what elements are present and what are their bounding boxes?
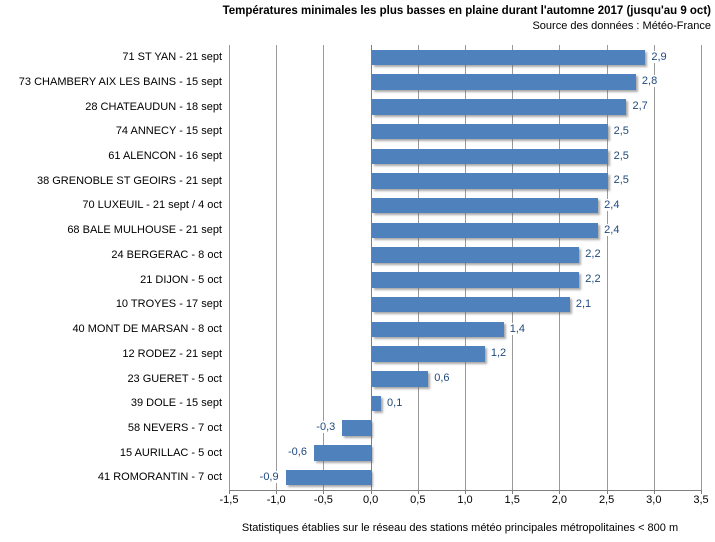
gridline xyxy=(229,45,230,490)
x-tick-label: -0,5 xyxy=(313,494,333,506)
bar xyxy=(371,173,608,189)
category-label: 40 MONT DE MARSAN - 8 oct xyxy=(72,323,222,336)
value-label: 2,2 xyxy=(584,248,602,261)
value-label: 2,2 xyxy=(584,273,602,286)
value-label: 2,4 xyxy=(603,223,621,236)
chart-title: Températures minimales les plus basses e… xyxy=(222,5,711,17)
axis-tick-mark xyxy=(465,490,466,494)
bar xyxy=(371,247,580,263)
category-label: 10 TROYES - 17 sept xyxy=(115,298,222,311)
x-tick-label: 2,0 xyxy=(551,494,568,506)
bar xyxy=(371,222,599,239)
bar xyxy=(371,123,608,140)
chart-source-subtitle: Source des données : Météo-France xyxy=(532,20,711,32)
gridline xyxy=(512,45,514,490)
value-label: 0,1 xyxy=(386,396,404,409)
value-label: 2,7 xyxy=(631,100,649,113)
category-label: 58 NEVERS - 7 oct xyxy=(127,421,222,434)
category-label: 73 CHAMBERY AIX LES BAINS - 15 sept xyxy=(18,75,222,88)
gridline xyxy=(417,45,419,490)
gridline xyxy=(606,45,608,490)
value-label: 1,2 xyxy=(489,347,508,360)
gridline xyxy=(276,45,278,490)
category-label: 41 ROMORANTIN - 7 oct xyxy=(97,471,222,484)
category-label: 74 ANNECY - 15 sept xyxy=(115,125,222,138)
category-label: 70 LUXEUIL - 21 sept / 4 oct xyxy=(82,199,222,212)
value-label: 2,4 xyxy=(603,198,621,211)
bar xyxy=(371,346,485,362)
value-label: 2,5 xyxy=(612,124,630,137)
value-label: 0,6 xyxy=(433,372,451,384)
category-label: 23 GUERET - 5 oct xyxy=(127,372,222,385)
footer-note: Statistiques établies sur le réseau des … xyxy=(241,522,679,534)
category-label: 39 DOLE - 15 sept xyxy=(130,397,222,410)
bar xyxy=(371,49,646,66)
bar xyxy=(285,469,371,486)
axis-tick-mark xyxy=(323,490,325,494)
bar xyxy=(371,99,627,115)
axis-tick-mark xyxy=(276,490,278,494)
axis-tick-mark xyxy=(701,490,702,494)
axis-tick-mark xyxy=(559,490,561,494)
chart-header: Températures minimales les plus basses e… xyxy=(223,4,711,33)
gridline xyxy=(701,45,702,490)
category-label: 68 BALE MULHOUSE - 21 sept xyxy=(67,224,222,237)
bar xyxy=(313,445,371,461)
category-label: 28 CHATEAUDUN - 18 sept xyxy=(85,100,222,113)
bar xyxy=(371,148,608,164)
bar xyxy=(371,371,429,387)
gridline xyxy=(323,45,325,490)
x-tick-label: -1,0 xyxy=(266,494,286,506)
category-label: 24 BERGERAC - 8 oct xyxy=(111,248,222,261)
category-label: 61 ALENCON - 16 sept xyxy=(108,150,222,162)
bar xyxy=(371,395,382,412)
gridline xyxy=(653,45,655,490)
x-tick-label: 2,5 xyxy=(598,494,615,506)
axis-tick-mark xyxy=(417,490,419,494)
value-label: 2,9 xyxy=(650,50,668,63)
x-axis-line xyxy=(229,490,701,491)
bar xyxy=(371,272,580,288)
axis-tick-mark xyxy=(512,490,514,494)
category-label: 71 ST YAN - 21 sept xyxy=(122,51,222,64)
axis-tick-mark xyxy=(653,490,655,494)
bar xyxy=(342,420,371,436)
plot-area xyxy=(229,45,702,494)
category-label: 15 AURILLAC - 5 oct xyxy=(119,446,222,459)
gridline xyxy=(465,45,466,490)
x-tick-label: -1,5 xyxy=(219,494,239,506)
zero-axis-line xyxy=(370,45,372,490)
x-tick-label: 0,0 xyxy=(362,494,379,506)
axis-tick-mark xyxy=(229,490,230,494)
value-label: 1,4 xyxy=(508,322,527,335)
category-label: 12 RODEZ - 21 sept xyxy=(122,347,222,360)
x-tick-label: 1,5 xyxy=(504,494,520,506)
x-tick-label: 0,5 xyxy=(410,494,426,506)
axis-tick-mark xyxy=(606,490,608,494)
bar xyxy=(371,321,504,338)
value-label: -0,9 xyxy=(249,470,280,483)
value-label: 2,5 xyxy=(612,149,630,162)
value-label: 2,5 xyxy=(612,174,630,187)
gridline xyxy=(559,45,561,490)
category-label: 21 DIJON - 5 oct xyxy=(140,273,222,286)
value-label: -0,3 xyxy=(306,421,337,434)
bar xyxy=(371,296,570,313)
value-label: 2,8 xyxy=(640,75,659,88)
value-label: 2,1 xyxy=(574,297,593,310)
value-label: -0,6 xyxy=(277,446,308,459)
bar xyxy=(371,197,599,214)
category-label: 38 GRENOBLE ST GEOIRS - 21 sept xyxy=(36,174,222,187)
axis-tick-mark xyxy=(370,490,372,494)
x-tick-label: 1,0 xyxy=(457,494,473,506)
bar xyxy=(371,74,636,90)
x-tick-label: 3,0 xyxy=(646,494,662,506)
x-tick-label: 3,5 xyxy=(693,494,709,506)
